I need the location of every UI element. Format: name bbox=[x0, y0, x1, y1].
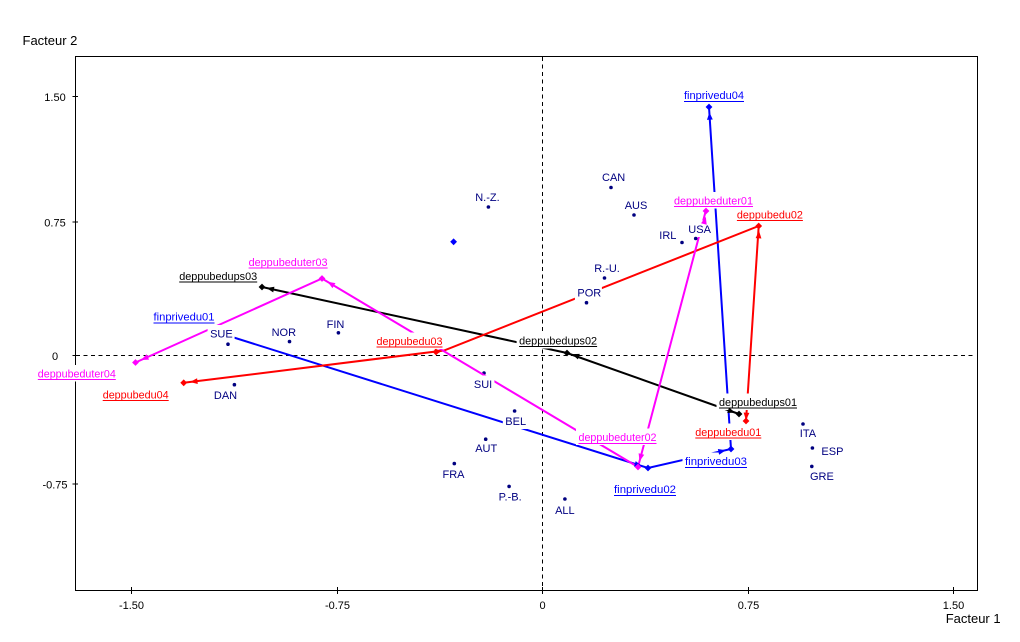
svg-text:deppubedu01: deppubedu01 bbox=[695, 427, 761, 439]
svg-text:0: 0 bbox=[52, 351, 58, 363]
svg-text:finprivedu01: finprivedu01 bbox=[154, 312, 215, 324]
svg-text:ITA: ITA bbox=[800, 428, 817, 440]
svg-text:Facteur 2: Facteur 2 bbox=[23, 33, 78, 48]
svg-text:N.-Z.: N.-Z. bbox=[475, 192, 499, 204]
svg-text:deppubedu04: deppubedu04 bbox=[103, 390, 169, 402]
svg-text:ESP: ESP bbox=[821, 446, 843, 458]
svg-text:BEL: BEL bbox=[505, 416, 526, 428]
svg-text:-1.50: -1.50 bbox=[119, 600, 144, 612]
svg-text:Facteur 1: Facteur 1 bbox=[946, 611, 1001, 626]
svg-text:0: 0 bbox=[539, 600, 545, 612]
svg-text:finprivedu04: finprivedu04 bbox=[684, 90, 744, 102]
svg-text:deppubedups01: deppubedups01 bbox=[719, 397, 797, 409]
svg-text:1.50: 1.50 bbox=[44, 92, 65, 104]
svg-text:-0.75: -0.75 bbox=[325, 600, 350, 612]
svg-text:deppubedups03: deppubedups03 bbox=[179, 271, 257, 283]
svg-text:deppubeduter04: deppubeduter04 bbox=[38, 369, 116, 381]
svg-text:deppubedups02: deppubedups02 bbox=[519, 336, 597, 348]
svg-text:0.75: 0.75 bbox=[738, 600, 759, 612]
svg-text:deppubedu02: deppubedu02 bbox=[737, 210, 803, 222]
svg-text:IRL: IRL bbox=[659, 230, 676, 242]
svg-text:SUE: SUE bbox=[210, 329, 233, 341]
svg-text:-0.75: -0.75 bbox=[42, 480, 67, 492]
svg-text:FRA: FRA bbox=[443, 469, 466, 481]
svg-text:NOR: NOR bbox=[272, 327, 297, 339]
svg-text:FIN: FIN bbox=[327, 319, 345, 331]
svg-text:GRE: GRE bbox=[810, 471, 834, 483]
svg-text:deppubeduter01: deppubeduter01 bbox=[674, 196, 753, 208]
svg-text:DAN: DAN bbox=[214, 390, 237, 402]
svg-text:deppubedu03: deppubedu03 bbox=[377, 336, 443, 348]
svg-text:finprivedu03: finprivedu03 bbox=[685, 456, 747, 468]
svg-text:POR: POR bbox=[577, 288, 601, 300]
svg-text:P.-B.: P.-B. bbox=[499, 492, 522, 504]
svg-text:finprivedu02: finprivedu02 bbox=[614, 484, 676, 496]
svg-text:USA: USA bbox=[688, 224, 711, 236]
svg-text:deppubeduter03: deppubeduter03 bbox=[249, 257, 328, 269]
svg-text:deppubeduter02: deppubeduter02 bbox=[579, 432, 657, 444]
svg-text:1.50: 1.50 bbox=[943, 600, 964, 612]
svg-text:R.-U.: R.-U. bbox=[594, 263, 620, 275]
svg-text:ALL: ALL bbox=[555, 505, 575, 517]
svg-text:0.75: 0.75 bbox=[44, 218, 65, 230]
svg-text:SUI: SUI bbox=[474, 379, 492, 391]
svg-text:AUT: AUT bbox=[475, 443, 497, 455]
svg-text:AUS: AUS bbox=[625, 200, 648, 212]
svg-text:CAN: CAN bbox=[602, 172, 625, 184]
